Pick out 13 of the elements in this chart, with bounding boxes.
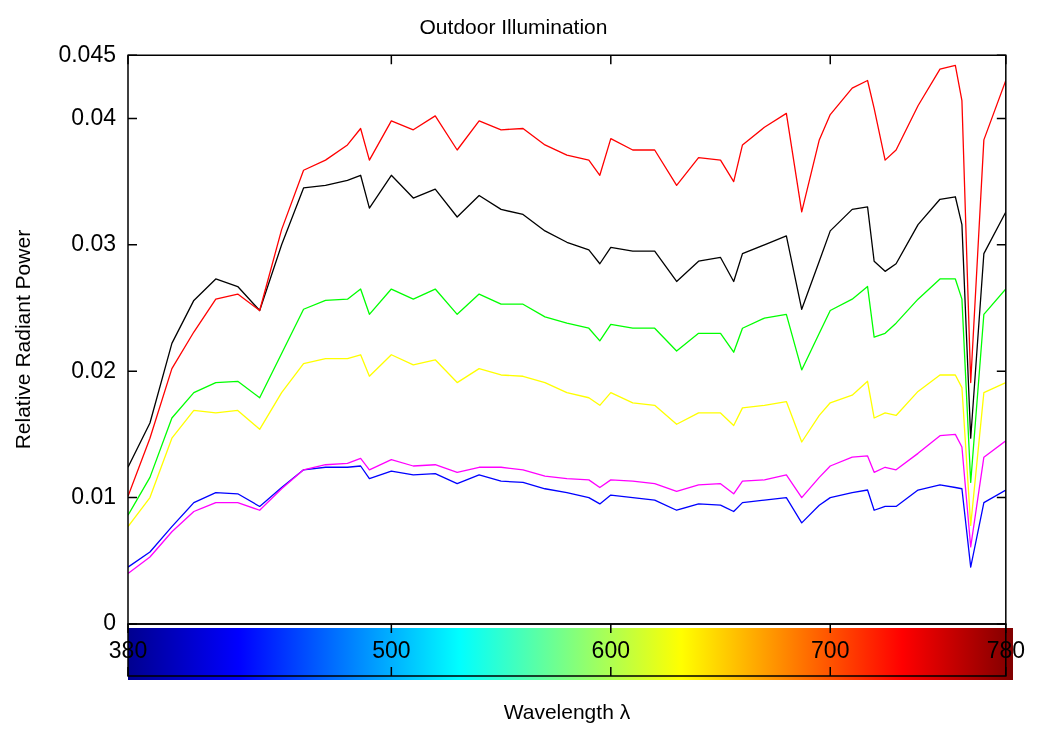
x-tick-label: 380 [108,637,148,664]
y-tick-label: 0.02 [71,356,116,383]
y-tick-label: 0.03 [71,230,116,257]
x-tick-label: 600 [591,637,630,664]
y-axis-title: Relative Radiant Power [11,229,35,450]
y-tick-label: 0.04 [71,103,117,130]
y-tick-label: 0 [103,609,116,636]
x-axis-title: Wavelength λ [503,700,631,724]
y-tick-label: 0.01 [71,482,116,509]
chart-title: Outdoor Illumination [419,15,608,39]
x-tick-label: 500 [372,637,411,664]
y-tick-label: 0.045 [58,40,116,67]
x-tick-label: 700 [811,637,850,664]
